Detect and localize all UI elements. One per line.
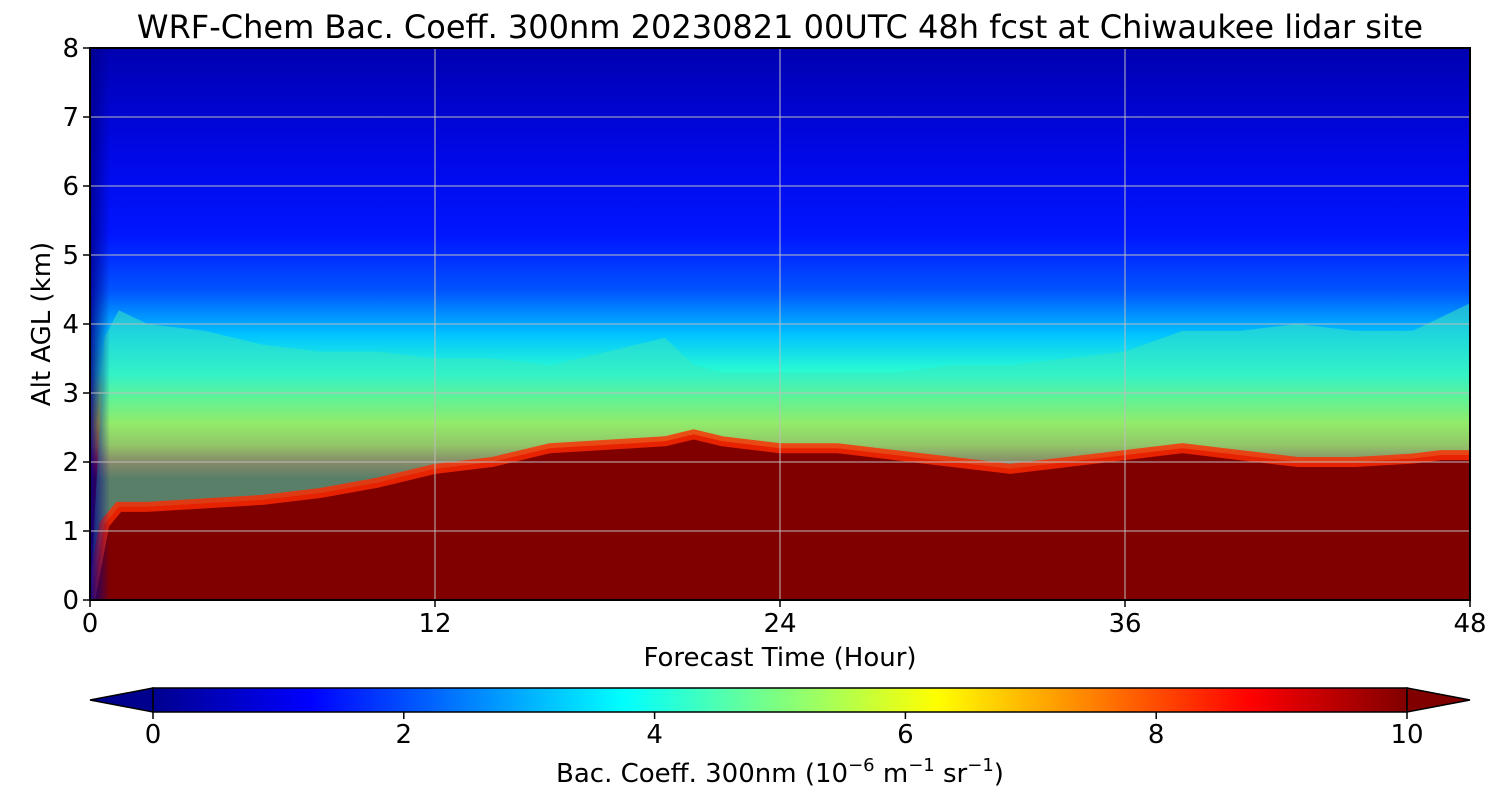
- colorbar-tick-label: 6: [897, 720, 914, 750]
- y-tick-label: 1: [62, 517, 79, 547]
- x-tick-label: 24: [763, 609, 796, 639]
- colorbar-tick-label: 2: [396, 720, 413, 750]
- x-axis-ticks: 0 12 24 36 48: [82, 600, 1487, 639]
- colorbar-ticks: 0 2 4 6 8 10: [145, 712, 1424, 750]
- x-tick-label: 36: [1108, 609, 1141, 639]
- chart-title: WRF-Chem Bac. Coeff. 300nm 20230821 00UT…: [137, 8, 1423, 46]
- y-tick-label: 4: [62, 310, 79, 340]
- colorbar: 0 2 4 6 8 10 Bac. Coeff. 300nm (10−6 m−1 sr−1…: [89, 687, 1471, 789]
- x-tick-label: 0: [82, 609, 99, 639]
- colorbar-extend-low: [89, 687, 154, 713]
- plot-area: [90, 48, 1470, 600]
- x-axis-label: Forecast Time (Hour): [643, 643, 916, 673]
- colorbar-tick-label: 10: [1390, 720, 1423, 750]
- aerosol-layer-edge: [90, 429, 1470, 600]
- y-tick-label: 5: [62, 241, 79, 271]
- y-tick-label: 8: [62, 34, 79, 64]
- colorbar-tick-label: 8: [1148, 720, 1165, 750]
- y-axis-ticks: 0 1 2 3 4 5 6 7 8: [62, 34, 90, 616]
- colorbar-label: Bac. Coeff. 300nm (10−6 m−1 sr−1): [556, 755, 1004, 789]
- colorbar-body: [152, 687, 1408, 713]
- x-tick-label: 48: [1453, 609, 1486, 639]
- y-tick-label: 3: [62, 379, 79, 409]
- x-tick-label: 12: [418, 609, 451, 639]
- y-tick-label: 2: [62, 448, 79, 478]
- colorbar-tick-label: 0: [145, 720, 162, 750]
- y-tick-label: 7: [62, 103, 79, 133]
- y-tick-label: 6: [62, 172, 79, 202]
- y-tick-label: 0: [62, 586, 79, 616]
- colorbar-tick-label: 4: [646, 720, 663, 750]
- colorbar-extend-high: [1406, 687, 1471, 713]
- y-axis-label: Alt AGL (km): [27, 242, 57, 406]
- grid-lines: [90, 48, 1470, 600]
